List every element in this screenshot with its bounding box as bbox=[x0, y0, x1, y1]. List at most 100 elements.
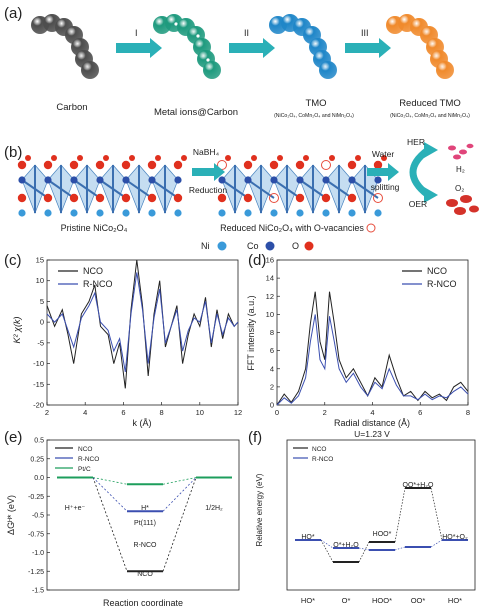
category-label: HO* bbox=[301, 596, 315, 605]
panel-e: (e) -1.5 -1.25 -1.0 -0.75 -0.5 -0.25 0.0 0.25 0.… bbox=[4, 429, 240, 608]
bond bbox=[325, 179, 353, 199]
bond bbox=[47, 179, 75, 199]
category-label: O* bbox=[342, 596, 351, 605]
y-tick-label: 4 bbox=[270, 364, 274, 373]
stage-label-metal: Metal ions@Carbon bbox=[154, 107, 238, 118]
connector bbox=[162, 477, 197, 572]
connector bbox=[394, 487, 406, 543]
o-atom bbox=[103, 155, 109, 161]
o-atom bbox=[373, 160, 383, 170]
x-tick-label: 10 bbox=[196, 408, 204, 417]
o-atom bbox=[43, 193, 53, 203]
y-tick-label: 14 bbox=[266, 274, 274, 283]
axis-c-xlabel: k (Å) bbox=[133, 418, 152, 428]
o-atom bbox=[43, 160, 53, 170]
o-atom bbox=[173, 160, 183, 170]
o-atom bbox=[347, 193, 357, 203]
o-atom bbox=[269, 160, 279, 170]
annotation-f-o: O*+H₂O bbox=[333, 542, 359, 549]
legend-ni-label: Ni bbox=[201, 241, 210, 251]
step-arrow-2: II bbox=[229, 28, 275, 58]
annotation-e-pt: Pt(111) bbox=[134, 520, 156, 527]
ni-atom-icon bbox=[217, 241, 227, 251]
y-tick-label: 0.25 bbox=[30, 456, 44, 463]
axis-f-ylabel: Relative energy (eV) bbox=[255, 473, 264, 546]
panel-c-label: (c) bbox=[4, 252, 22, 269]
bond bbox=[21, 179, 49, 199]
o-atom bbox=[51, 155, 57, 161]
y-tick-label: 6 bbox=[270, 346, 274, 355]
co-atom bbox=[244, 176, 252, 184]
x-tick-label: 4 bbox=[370, 408, 374, 417]
oxygen-vacancy bbox=[217, 160, 227, 170]
annotation-e-mid: H* bbox=[141, 505, 149, 512]
bond bbox=[151, 179, 179, 199]
panel-b: (b) NaBH₄ Reduction Water splitting HER … bbox=[4, 137, 479, 251]
o-atom bbox=[217, 193, 227, 203]
ni-atom bbox=[296, 209, 304, 217]
ni-atom bbox=[96, 209, 104, 217]
connector bbox=[92, 477, 128, 485]
o-atom bbox=[347, 160, 357, 170]
co-atom bbox=[18, 176, 26, 184]
connector bbox=[162, 477, 197, 485]
y-tick-label: -0.25 bbox=[28, 494, 44, 501]
y-tick-label: 5 bbox=[40, 297, 44, 306]
x-tick-label: 2 bbox=[45, 408, 49, 417]
x-tick-label: 6 bbox=[121, 408, 125, 417]
o-atom-icon bbox=[304, 241, 314, 251]
o-atom bbox=[95, 193, 105, 203]
her-oer-cycle: HER OER bbox=[407, 137, 438, 209]
co-atom bbox=[296, 176, 304, 184]
series-ptc bbox=[57, 476, 232, 486]
x-tick-label: 6 bbox=[418, 408, 422, 417]
axis-c-ylabel: K² χ(k) bbox=[12, 317, 22, 344]
o2-bubbles: O₂ bbox=[446, 184, 479, 215]
plot-e-frame bbox=[46, 439, 240, 591]
annotation-f-oo: OO*+H₂O bbox=[403, 482, 434, 489]
ni-atom bbox=[374, 209, 382, 217]
co-atom bbox=[44, 176, 52, 184]
sphere-chain-carbon bbox=[31, 14, 99, 79]
water-label: Water bbox=[372, 149, 395, 159]
x-tick-label: 0 bbox=[275, 408, 279, 417]
o-atom bbox=[225, 155, 231, 161]
connector bbox=[162, 477, 197, 512]
sphere bbox=[319, 61, 337, 79]
panel-d-label: (d) bbox=[248, 252, 266, 269]
y-tick-label: 15 bbox=[36, 256, 44, 265]
vacancy-legend-icon bbox=[366, 223, 376, 233]
co-atom bbox=[322, 176, 330, 184]
co-atom bbox=[348, 176, 356, 184]
category-label: OO* bbox=[411, 596, 426, 605]
y-tick-label: -1.25 bbox=[28, 569, 44, 576]
o-atom bbox=[381, 155, 387, 161]
bond bbox=[73, 179, 101, 199]
series-line-rnco bbox=[46, 272, 239, 372]
series-line-rnco bbox=[276, 314, 469, 406]
annotation-e-end: 1/2H₂ bbox=[205, 505, 223, 512]
axis-d-ylabel: FFT intensity (a.u.) bbox=[246, 295, 256, 370]
annotation-e-nco: NCO bbox=[137, 571, 153, 578]
step-label-2: II bbox=[244, 28, 249, 38]
o-atom bbox=[147, 160, 157, 170]
o-atom bbox=[295, 160, 305, 170]
legend-e: NCO R-NCO Pt/C bbox=[55, 446, 99, 473]
annotation-f-hoo: HOO* bbox=[373, 531, 392, 538]
legend-d: NCO R-NCO bbox=[402, 266, 457, 289]
o-atom bbox=[243, 193, 253, 203]
panel-f-title: U=1.23 V bbox=[354, 429, 390, 439]
o-atom bbox=[155, 155, 161, 161]
her-label: HER bbox=[407, 137, 425, 147]
annotation-f-end: HO*+O₂ bbox=[442, 534, 468, 541]
bond bbox=[247, 179, 275, 199]
co-atom bbox=[122, 176, 130, 184]
o-atom bbox=[147, 193, 157, 203]
ni-atom bbox=[148, 209, 156, 217]
legend-d-nco: NCO bbox=[427, 266, 447, 276]
o-atom bbox=[173, 193, 183, 203]
x-tick-label: 4 bbox=[83, 408, 87, 417]
y-tick-label: -1.5 bbox=[32, 588, 44, 595]
